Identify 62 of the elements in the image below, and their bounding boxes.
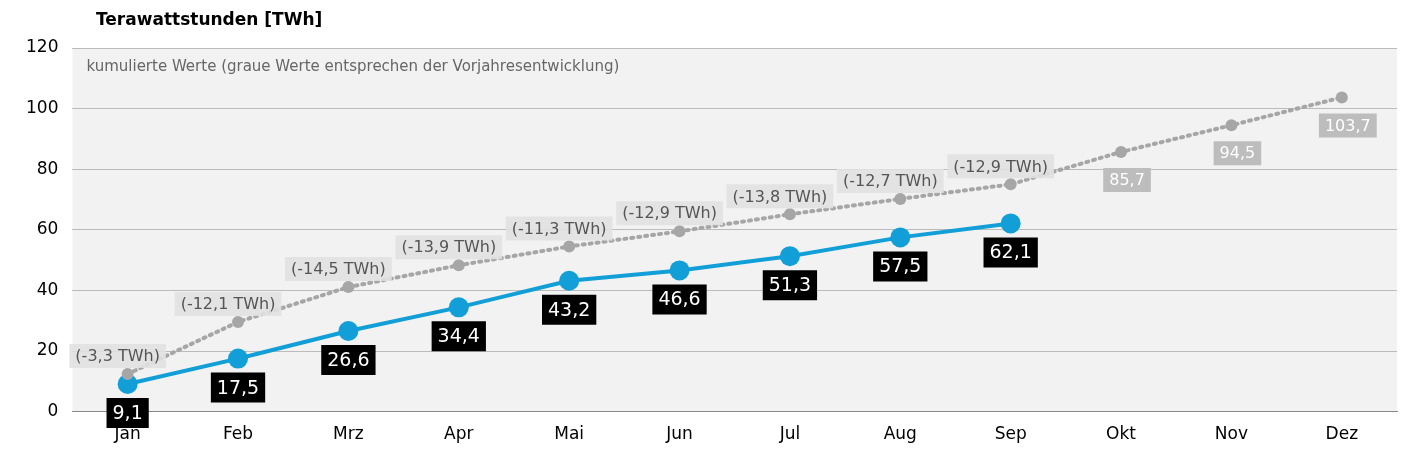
point <box>1115 145 1128 158</box>
x-tick-label: Dez <box>1325 423 1359 444</box>
y-axis-title: Terawattstunden [TWh] <box>96 8 323 29</box>
annotation: (-11,3 TWh) <box>511 218 607 238</box>
point <box>338 321 359 341</box>
data-label: 26,6 <box>327 347 370 370</box>
x-tick-label: Jul <box>778 423 801 444</box>
point <box>1000 213 1021 234</box>
data-label: 46,6 <box>658 287 701 310</box>
data-label: 43,2 <box>548 297 591 320</box>
data-label: 103,7 <box>1324 115 1371 135</box>
point <box>673 225 686 238</box>
x-tick-label: Sep <box>994 423 1027 444</box>
point <box>669 260 690 281</box>
y-tick-label: 60 <box>36 218 59 239</box>
point <box>232 315 245 328</box>
x-tick-label: Feb <box>222 423 254 444</box>
point <box>559 270 580 291</box>
y-tick-label: 40 <box>36 278 59 299</box>
point <box>448 297 469 318</box>
point <box>342 281 355 294</box>
annotation: (-13,8 TWh) <box>732 186 828 206</box>
x-tick-label: Mai <box>554 423 585 444</box>
data-label: 9,1 <box>112 400 143 423</box>
y-tick-label: 100 <box>25 97 59 118</box>
point <box>121 368 134 381</box>
y-tick-label: 20 <box>36 339 59 360</box>
point <box>1004 178 1017 191</box>
annotation: (-12,9 TWh) <box>622 203 717 223</box>
x-tick-label: Aug <box>883 423 917 444</box>
x-tick-label: Jun <box>665 423 693 444</box>
point <box>779 246 800 267</box>
x-tick-label: Jan <box>113 423 141 444</box>
point <box>563 240 576 253</box>
y-tick-label: 80 <box>36 157 59 178</box>
point <box>783 208 796 221</box>
annotation: kumulierte Werte (graue Werte entsprechen der Vorjahresentwicklung) <box>86 57 620 76</box>
x-tick-label: Okt <box>1106 423 1137 444</box>
point <box>894 192 907 205</box>
point <box>890 227 911 248</box>
x-tick-label: Mrz <box>333 423 364 444</box>
annotation: (-12,9 TWh) <box>953 156 1049 176</box>
point <box>1335 91 1348 104</box>
data-label: 51,3 <box>768 273 812 296</box>
data-label: 34,4 <box>437 324 480 347</box>
y-tick-label: 120 <box>25 36 59 57</box>
annotation: (-12,1 TWh) <box>180 294 276 314</box>
data-label: 62,1 <box>989 240 1032 263</box>
point <box>452 259 465 272</box>
point <box>228 348 249 369</box>
point <box>1225 119 1238 132</box>
annotation: (-3,3 TWh) <box>75 346 160 366</box>
annotation: (-14,5 TWh) <box>291 259 386 279</box>
data-label: 57,5 <box>879 254 922 277</box>
annotation: (-13,9 TWh) <box>401 237 497 257</box>
data-label: 17,5 <box>216 375 260 398</box>
data-label: 85,7 <box>1109 170 1145 190</box>
y-tick-label: 0 <box>47 400 59 421</box>
data-label: 94,5 <box>1219 143 1256 163</box>
x-tick-label: Apr <box>444 423 474 444</box>
annotation: (-12,7 TWh) <box>842 171 938 191</box>
x-tick-label: Nov <box>1214 423 1249 444</box>
